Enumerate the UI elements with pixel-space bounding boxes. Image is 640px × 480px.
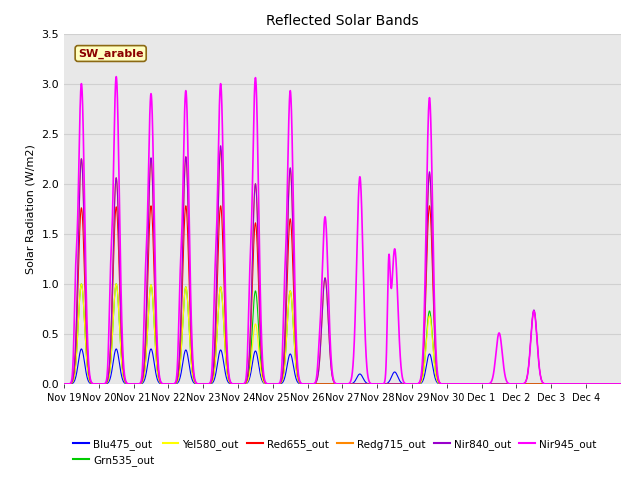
Yel580_out — [537, 381, 545, 387]
Grn535_out — [60, 381, 68, 387]
Nir945_out — [537, 375, 545, 381]
Redg715_out — [495, 381, 503, 387]
Nir945_out — [364, 367, 371, 372]
Grn535_out — [617, 381, 625, 387]
Red655_out — [523, 381, 531, 387]
Red655_out — [547, 381, 554, 387]
Legend: Blu475_out, Grn535_out, Yel580_out, Red655_out, Redg715_out, Nir840_out, Nir945_: Blu475_out, Grn535_out, Yel580_out, Red6… — [69, 435, 600, 470]
Yel580_out — [393, 381, 401, 387]
Yel580_out — [547, 381, 554, 387]
Nir945_out — [495, 330, 503, 336]
Red655_out — [60, 381, 68, 387]
Red655_out — [147, 203, 155, 209]
Yel580_out — [617, 381, 625, 387]
Red655_out — [617, 381, 625, 387]
Nir840_out — [495, 381, 503, 387]
Blu475_out — [60, 381, 68, 387]
Title: Reflected Solar Bands: Reflected Solar Bands — [266, 14, 419, 28]
Redg715_out — [617, 381, 625, 387]
Red655_out — [537, 381, 545, 387]
Red655_out — [364, 381, 371, 387]
Yel580_out — [364, 381, 371, 387]
Grn535_out — [364, 381, 371, 387]
Redg715_out — [523, 376, 531, 382]
Line: Blu475_out: Blu475_out — [64, 349, 621, 384]
Grn535_out — [77, 281, 85, 287]
Yel580_out — [176, 368, 184, 374]
Blu475_out — [547, 381, 554, 387]
Nir840_out — [60, 381, 68, 387]
Redg715_out — [537, 375, 545, 381]
Redg715_out — [60, 381, 68, 387]
Line: Redg715_out: Redg715_out — [64, 150, 621, 384]
Grn535_out — [495, 381, 503, 387]
Nir840_out — [175, 353, 183, 359]
Nir945_out — [60, 381, 68, 387]
Blu475_out — [523, 381, 531, 387]
Nir945_out — [617, 381, 625, 387]
Yel580_out — [495, 381, 503, 387]
Blu475_out — [364, 381, 371, 386]
Redg715_out — [364, 381, 371, 387]
Red655_out — [176, 357, 184, 363]
Nir840_out — [537, 375, 545, 381]
Redg715_out — [175, 353, 183, 359]
Line: Nir840_out: Nir840_out — [64, 146, 621, 384]
Nir840_out — [617, 381, 625, 387]
Nir840_out — [523, 376, 531, 382]
Blu475_out — [393, 372, 401, 378]
Grn535_out — [537, 381, 545, 387]
Blu475_out — [176, 377, 184, 383]
Line: Nir945_out: Nir945_out — [64, 77, 621, 384]
Line: Yel580_out: Yel580_out — [64, 284, 621, 384]
Redg715_out — [393, 381, 401, 387]
Grn535_out — [547, 381, 554, 387]
Nir945_out — [113, 74, 120, 80]
Nir945_out — [393, 278, 401, 284]
Grn535_out — [393, 381, 401, 387]
Y-axis label: Solar Radiation (W/m2): Solar Radiation (W/m2) — [26, 144, 36, 274]
Blu475_out — [537, 381, 545, 387]
Red655_out — [495, 381, 503, 387]
Yel580_out — [77, 281, 85, 287]
Blu475_out — [617, 381, 625, 387]
Red655_out — [393, 381, 401, 387]
Nir840_out — [393, 381, 401, 387]
Text: SW_arable: SW_arable — [78, 48, 143, 59]
Yel580_out — [60, 381, 68, 387]
Nir945_out — [176, 289, 184, 295]
Grn535_out — [176, 368, 184, 374]
Line: Red655_out: Red655_out — [64, 206, 621, 384]
Blu475_out — [495, 381, 503, 387]
Nir840_out — [364, 381, 371, 387]
Line: Grn535_out: Grn535_out — [64, 284, 621, 384]
Nir945_out — [523, 376, 531, 382]
Yel580_out — [523, 381, 531, 387]
Grn535_out — [523, 381, 531, 387]
Blu475_out — [77, 346, 85, 352]
Redg715_out — [217, 147, 225, 153]
Nir840_out — [217, 143, 225, 149]
